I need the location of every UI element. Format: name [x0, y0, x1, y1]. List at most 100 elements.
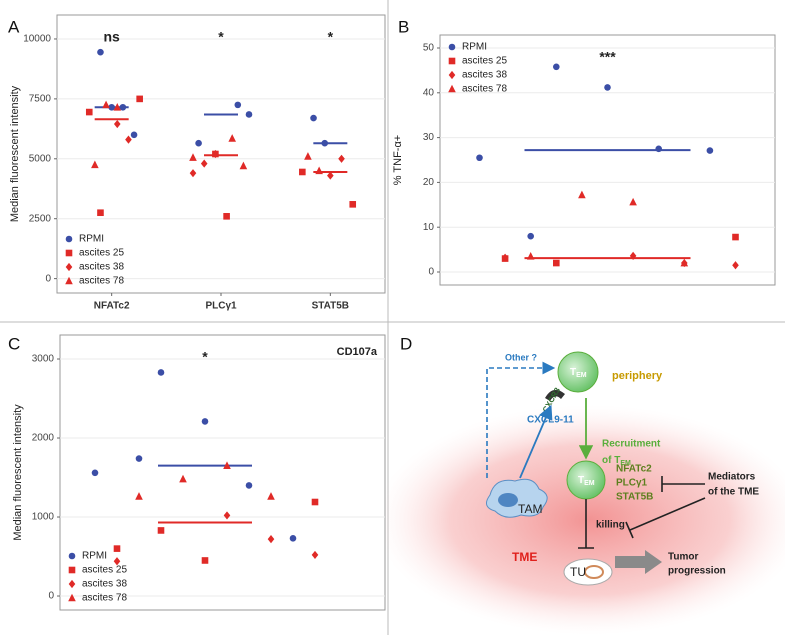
significance: * — [202, 349, 208, 365]
cell-text: T — [570, 367, 576, 378]
point — [304, 152, 312, 160]
legend-label: RPMI — [462, 42, 487, 53]
legend-item: ascites 78 — [448, 84, 507, 95]
point — [223, 213, 230, 220]
point — [553, 63, 560, 71]
legend-item: ascites 78 — [65, 276, 124, 287]
legend-marker — [68, 593, 76, 602]
cell-label: TEM — [578, 475, 595, 487]
point — [125, 135, 132, 144]
point — [179, 474, 187, 483]
killing-label: killing — [596, 520, 625, 531]
receptor — [545, 389, 565, 401]
x-tick-label: NFATc2 — [94, 301, 130, 312]
point — [201, 418, 209, 425]
legend-marker — [448, 70, 456, 80]
legend-marker — [65, 249, 73, 257]
point — [201, 557, 209, 564]
legend-marker — [448, 84, 456, 93]
point — [267, 492, 275, 500]
y-tick-label: 5000 — [29, 153, 52, 164]
inhibit — [661, 476, 705, 492]
legend-marker — [448, 57, 456, 65]
plot-frame — [439, 34, 776, 286]
legend-marker — [68, 579, 76, 589]
point — [655, 145, 662, 153]
progression-label: progression — [668, 566, 726, 577]
y-tick-label: 0 — [48, 591, 54, 602]
legend-label: ascites 38 — [79, 262, 124, 273]
legend-item: ascites 38 — [68, 579, 127, 590]
y-tick-label: 2000 — [32, 433, 55, 444]
legend-label: ascites 25 — [462, 56, 507, 67]
point — [113, 545, 121, 552]
point — [732, 233, 739, 241]
chemokine-label: CXCL9-11 — [527, 415, 574, 426]
tumor-cell — [563, 558, 613, 586]
point — [321, 139, 329, 147]
point — [91, 160, 99, 169]
point — [223, 461, 231, 469]
point — [113, 557, 121, 566]
point — [629, 251, 637, 260]
point — [113, 119, 121, 129]
point — [239, 161, 248, 170]
plot-frame — [59, 334, 386, 611]
point — [578, 190, 586, 199]
point — [299, 168, 306, 176]
point — [629, 197, 637, 206]
point — [234, 101, 242, 109]
y-tick-label: 20 — [423, 177, 435, 188]
legend-marker — [68, 552, 76, 560]
y-axis-label: Median fluorescent intensity — [9, 85, 21, 222]
point — [527, 232, 534, 240]
point — [476, 154, 483, 162]
tme-mediators: of the TME — [708, 487, 759, 498]
point — [338, 154, 345, 163]
legend-item: ascites 78 — [68, 593, 127, 604]
significance: ns — [103, 29, 120, 45]
point — [200, 159, 208, 168]
legend-item: ascites 25 — [448, 56, 507, 67]
point — [311, 498, 319, 506]
cell-sub: EM — [576, 372, 587, 379]
significance: * — [328, 29, 334, 45]
point — [157, 369, 165, 376]
significance: * — [218, 29, 224, 45]
tme-mediators: Mediators — [708, 472, 756, 483]
panel-label: D — [400, 334, 412, 353]
point — [245, 111, 253, 118]
cell-label: TEM — [570, 367, 587, 379]
point — [212, 149, 219, 159]
legend-item: ascites 38 — [448, 70, 507, 81]
point — [157, 527, 165, 534]
arrow — [519, 404, 553, 479]
point — [553, 259, 560, 267]
y-tick-label: 10 — [423, 222, 435, 233]
y-tick-label: 2500 — [29, 213, 52, 224]
mediator: PLCγ1 — [616, 478, 648, 489]
recruitment-text: of T — [602, 455, 620, 466]
point — [113, 102, 122, 111]
plot-frame — [56, 14, 386, 294]
y-axis-label: % TNF-α+ — [392, 135, 404, 185]
legend-label: ascites 78 — [82, 593, 127, 604]
legend-label: ascites 25 — [82, 565, 127, 576]
legend-item: RPMI — [65, 234, 104, 245]
point — [732, 261, 739, 270]
panel-label: B — [398, 17, 409, 36]
point — [310, 114, 317, 122]
point — [130, 131, 138, 139]
y-tick-label: 0 — [428, 267, 434, 278]
point — [119, 103, 127, 111]
kill-line — [578, 499, 594, 549]
mediator: NFATc2 — [616, 464, 652, 475]
legend-label: RPMI — [79, 234, 104, 245]
cell-sub: EM — [584, 480, 595, 487]
y-tick-label: 10000 — [23, 34, 51, 45]
legend-label: ascites 25 — [79, 248, 124, 259]
legend-item: RPMI — [68, 551, 107, 562]
tumor-label: TU — [570, 565, 586, 579]
chart: B 0 10 20 30 40 50 % TNF-α+ *** RPMI ascites 25 asc… — [392, 17, 776, 286]
